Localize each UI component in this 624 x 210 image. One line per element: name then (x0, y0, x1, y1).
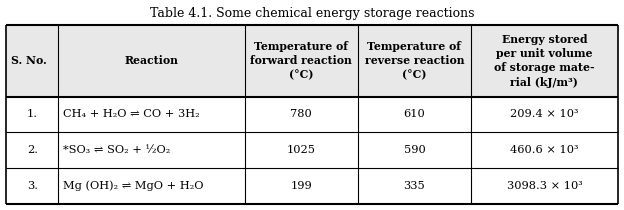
Text: Table 4.1. Some chemical energy storage reactions: Table 4.1. Some chemical energy storage … (150, 7, 474, 20)
Text: 460.6 × 10³: 460.6 × 10³ (510, 145, 578, 155)
Text: 780: 780 (290, 109, 312, 119)
Text: 199: 199 (290, 181, 312, 191)
Text: Temperature of
reverse reaction
(°C): Temperature of reverse reaction (°C) (364, 41, 464, 81)
Text: CH₄ + H₂O ⇌ CO + 3H₂: CH₄ + H₂O ⇌ CO + 3H₂ (63, 109, 200, 119)
Bar (358, 25, 471, 97)
Text: Reaction: Reaction (125, 55, 178, 66)
Text: 3.: 3. (27, 181, 37, 191)
Text: 335: 335 (404, 181, 426, 191)
Bar (58, 25, 245, 97)
Text: S. No.: S. No. (11, 55, 47, 66)
Text: 2.: 2. (27, 145, 37, 155)
Text: 1025: 1025 (287, 145, 316, 155)
Text: *SO₃ ⇌ SO₂ + ½O₂: *SO₃ ⇌ SO₂ + ½O₂ (63, 145, 170, 155)
Text: Temperature of
forward reaction
(°C): Temperature of forward reaction (°C) (250, 41, 352, 81)
Text: Mg (OH)₂ ⇌ MgO + H₂O: Mg (OH)₂ ⇌ MgO + H₂O (63, 181, 203, 191)
Bar (245, 25, 358, 97)
Bar (471, 25, 618, 97)
Text: 209.4 × 10³: 209.4 × 10³ (510, 109, 578, 119)
Text: 590: 590 (404, 145, 426, 155)
Text: 610: 610 (404, 109, 426, 119)
Text: 1.: 1. (27, 109, 37, 119)
Text: Energy stored
per unit volume
of storage mate-
rial (kJ/m³): Energy stored per unit volume of storage… (494, 34, 595, 88)
Text: 3098.3 × 10³: 3098.3 × 10³ (507, 181, 582, 191)
Bar (6, 25, 58, 97)
